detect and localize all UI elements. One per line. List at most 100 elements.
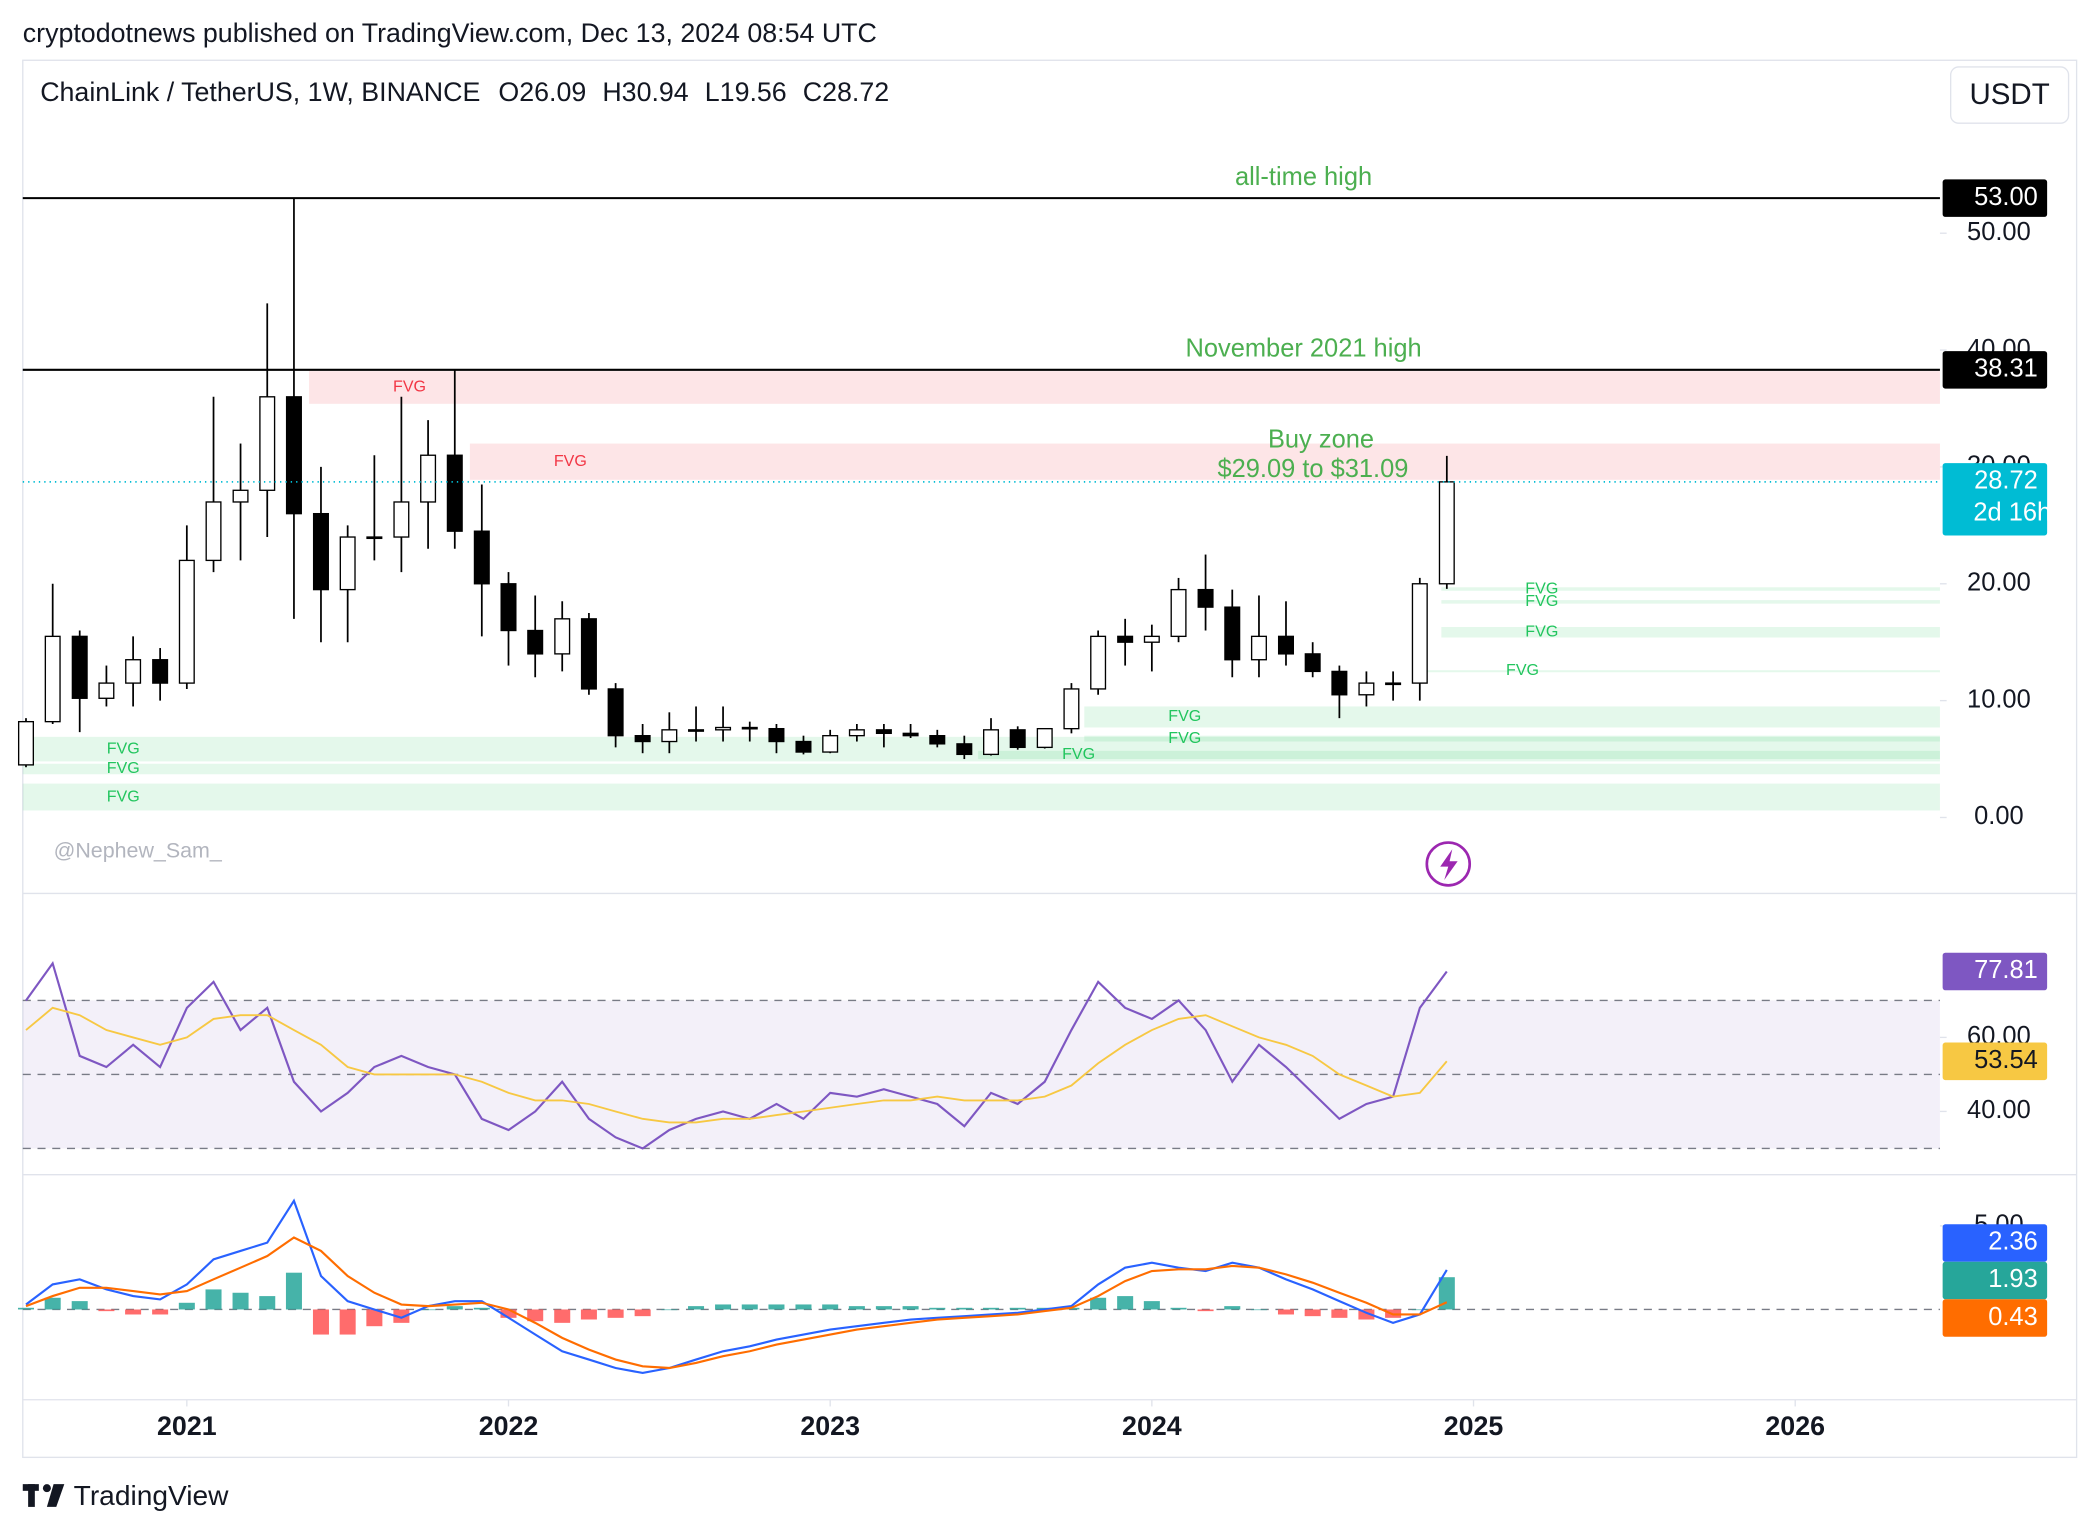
- macd-value: 2.36: [1988, 1228, 2038, 1256]
- histogram-bar: [688, 1306, 705, 1310]
- candle-body: [715, 726, 732, 731]
- candle-body: [929, 735, 946, 745]
- y-tick-label: 40.00: [1967, 1096, 2031, 1124]
- histogram-bar: [768, 1304, 785, 1310]
- histogram-bar: [1197, 1309, 1214, 1312]
- background-layer: 0.0010.0020.0030.0040.0050.0020212022202…: [22, 218, 2031, 1441]
- histogram-bar: [902, 1306, 919, 1310]
- fvg-label: FVG: [393, 378, 426, 396]
- candle-body: [1117, 635, 1134, 643]
- x-tick-label: 2021: [157, 1411, 217, 1441]
- candle-body: [661, 729, 678, 743]
- histogram-value: 1.93: [1988, 1265, 2038, 1293]
- candle-body: [446, 454, 463, 532]
- y-tick-label: 20.00: [1967, 568, 2031, 596]
- candle-body: [902, 732, 919, 737]
- candle-body: [125, 659, 142, 684]
- label-layer: ChainLink / TetherUS, 1W, BINANCE USDT @…: [22, 66, 2070, 1511]
- fvg-zone: [1422, 670, 1940, 673]
- fvg-zone: [22, 736, 1940, 762]
- candle-body: [473, 530, 490, 585]
- fvg-zone: [309, 371, 1940, 404]
- histogram-bar: [1224, 1306, 1241, 1310]
- fvg-label: FVG: [1168, 729, 1201, 747]
- histogram-bar: [125, 1309, 142, 1315]
- signal-value: 0.43: [1988, 1303, 2038, 1331]
- brand-logo: [46, 1484, 65, 1507]
- currency-button[interactable]: [1949, 66, 2070, 124]
- watermark: @Nephew_Sam_: [54, 839, 223, 863]
- candle-body: [420, 454, 437, 503]
- candle-body: [17, 720, 35, 766]
- candle-body: [1224, 606, 1241, 661]
- fvg-label: FVG: [1525, 592, 1558, 610]
- ohlc-value: L19.56: [705, 77, 787, 107]
- brand-logo: [28, 1484, 35, 1507]
- level-label-box: [1942, 179, 2048, 217]
- candle-body: [71, 635, 88, 699]
- histogram-bar: [17, 1307, 35, 1310]
- candle-body: [1331, 670, 1348, 696]
- fvg-zone: [1441, 600, 1940, 604]
- fvg-zone: [22, 783, 1940, 811]
- histogram-bar: [1411, 1309, 1428, 1311]
- histogram-bar: [822, 1304, 839, 1310]
- fvg-zone: [1441, 587, 1940, 591]
- candle-body: [205, 501, 222, 562]
- candle-body: [1197, 588, 1214, 608]
- histogram-bar: [366, 1309, 383, 1327]
- lightning: [1440, 849, 1458, 881]
- fvg-label: FVG: [1062, 745, 1095, 763]
- candle-body: [1277, 635, 1294, 655]
- candle-body: [741, 726, 758, 730]
- candle-body: [822, 735, 839, 753]
- histogram-bar: [661, 1309, 678, 1311]
- histogram-bar: [232, 1292, 249, 1310]
- histogram-bar: [715, 1304, 732, 1310]
- buy-zone-title: Buy zone: [1268, 425, 1374, 453]
- histogram-bar: [1009, 1307, 1026, 1310]
- indicator-line: [25, 1006, 1448, 1124]
- buy-zone-range: $29.09 to $31.09: [1217, 455, 1408, 483]
- histogram-bar: [446, 1306, 463, 1310]
- ohlc-value: H30.94: [602, 77, 688, 107]
- candle-body: [795, 740, 812, 753]
- currency-label[interactable]: USDT: [1969, 78, 2049, 111]
- candle-body: [1385, 682, 1402, 686]
- histogram-bar: [285, 1272, 302, 1310]
- candle-body: [259, 396, 276, 491]
- candle-body: [98, 682, 115, 699]
- x-tick-label: 2025: [1444, 1411, 1504, 1441]
- histogram-bar: [152, 1309, 169, 1315]
- histogram-bar: [741, 1304, 758, 1310]
- fvg-label: FVG: [1506, 661, 1539, 679]
- indicator-value-box: [1942, 1042, 2048, 1081]
- candle-body: [1143, 635, 1160, 643]
- histogram-bar: [1304, 1309, 1321, 1317]
- ohlc-value: C28.72: [803, 77, 889, 107]
- brand-name: TradingView: [74, 1480, 229, 1511]
- candle-body: [44, 635, 61, 723]
- candle-body: [393, 501, 410, 538]
- brand-logo: [42, 1484, 51, 1493]
- symbol-title: ChainLink / TetherUS, 1W, BINANCE: [40, 77, 480, 107]
- candle-body: [634, 735, 651, 743]
- level-label: 53.00: [1974, 183, 2038, 211]
- fvg-label: FVG: [554, 452, 587, 470]
- histogram-bar: [580, 1309, 597, 1320]
- candle-body: [1438, 481, 1455, 585]
- candle-body: [339, 536, 356, 591]
- histogram-bar: [929, 1307, 946, 1310]
- fvg-label: FVG: [107, 759, 140, 777]
- candle-body: [312, 512, 329, 591]
- candle-body: [366, 536, 383, 540]
- candle-body: [1250, 635, 1267, 661]
- indicator-value: 77.81: [1974, 956, 2038, 984]
- macd-value-box: [1942, 1224, 2048, 1262]
- fvg-zone: [1084, 706, 1940, 728]
- fvg-label: FVG: [107, 739, 140, 757]
- histogram-bar: [795, 1304, 812, 1310]
- histogram-bar: [527, 1309, 544, 1322]
